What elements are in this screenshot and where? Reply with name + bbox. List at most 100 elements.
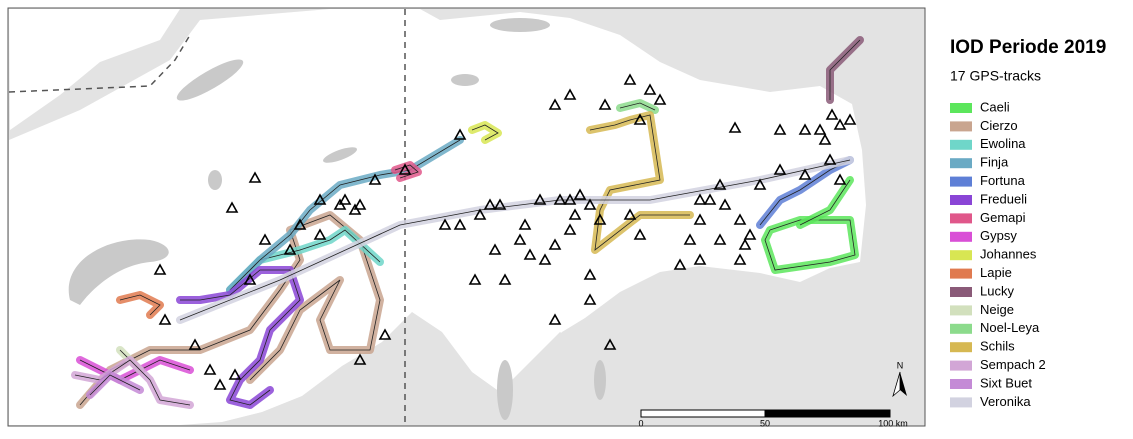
- scale-label: 100 km: [878, 418, 908, 428]
- legend-swatch: [950, 342, 972, 353]
- station: [313, 228, 327, 240]
- north-arrow: N: [892, 360, 907, 398]
- scale-label: 0: [638, 418, 643, 428]
- station: [548, 98, 562, 110]
- station: [203, 363, 217, 375]
- station: [293, 218, 307, 230]
- station: [483, 198, 497, 210]
- station: [753, 178, 767, 190]
- stations: [153, 73, 857, 390]
- station: [703, 193, 717, 205]
- legend-swatch: [950, 305, 972, 316]
- legend-label: Gypsy: [980, 228, 1017, 243]
- scale-bar: 0 50 100 km: [638, 409, 908, 428]
- station: [713, 233, 727, 245]
- north-label: N: [897, 360, 904, 370]
- legend-swatch: [950, 323, 972, 334]
- station: [583, 293, 597, 305]
- station: [153, 263, 167, 275]
- legend-swatch: [950, 158, 972, 169]
- station: [598, 98, 612, 110]
- arrow: [892, 371, 901, 398]
- legend: Caeli Cierzo Ewolina Finja Fortuna Fredueli Ge…: [950, 99, 1046, 409]
- station: [693, 253, 707, 265]
- legend-swatch: [950, 121, 972, 132]
- station: [523, 248, 537, 260]
- legend-label: Veronika: [980, 394, 1031, 409]
- station: [743, 228, 757, 240]
- station: [583, 198, 597, 210]
- lake: [497, 360, 513, 420]
- station: [378, 328, 392, 340]
- track-line: [471, 124, 499, 141]
- station: [498, 273, 512, 285]
- track-line: [74, 359, 191, 406]
- station: [243, 273, 257, 285]
- station: [553, 193, 567, 205]
- station: [248, 171, 262, 183]
- station: [538, 253, 552, 265]
- station: [673, 258, 687, 270]
- legend-label: Lucky: [980, 283, 1014, 298]
- legend-swatch: [950, 360, 972, 371]
- station: [473, 208, 487, 220]
- lake: [490, 18, 550, 32]
- station: [813, 123, 827, 135]
- track-line: [799, 179, 851, 226]
- station: [493, 198, 507, 210]
- legend-label: Sempach 2: [980, 357, 1046, 372]
- station: [773, 163, 787, 175]
- station: [833, 173, 847, 185]
- station: [583, 268, 597, 280]
- station: [653, 93, 667, 105]
- station: [188, 338, 202, 350]
- legend-label: Fredueli: [980, 191, 1027, 206]
- legend-label: Schils: [980, 339, 1015, 354]
- station: [225, 201, 239, 213]
- legend-label: Fortuna: [980, 173, 1026, 188]
- track-line: [619, 102, 656, 111]
- station: [728, 121, 742, 133]
- track-line: [180, 269, 301, 406]
- station: [228, 368, 242, 380]
- scale-label: 50: [760, 418, 770, 428]
- station: [158, 313, 172, 325]
- station: [773, 123, 787, 135]
- subtitle: 17 GPS-tracks: [950, 68, 1041, 84]
- station: [693, 213, 707, 225]
- station: [623, 73, 637, 85]
- legend-label: Finja: [980, 155, 1009, 170]
- station: [713, 178, 727, 190]
- track-line: [179, 159, 851, 321]
- station: [738, 238, 752, 250]
- border-line: [8, 34, 191, 93]
- station: [488, 243, 502, 255]
- track-line: [119, 294, 161, 316]
- station: [338, 193, 352, 205]
- station: [563, 193, 577, 205]
- map: 0 50 100 km N: [7, 7, 926, 428]
- scale-segment: [640, 409, 766, 418]
- legend-swatch: [950, 195, 972, 205]
- station: [693, 193, 707, 205]
- foreign-area: [500, 250, 924, 425]
- legend-swatch: [950, 231, 972, 242]
- legend-swatch: [950, 379, 972, 389]
- track-line: [589, 114, 690, 251]
- legend-label: Ewolina: [980, 136, 1026, 151]
- station: [398, 163, 412, 175]
- legend-swatch: [950, 268, 972, 279]
- station: [593, 213, 607, 225]
- station: [518, 218, 532, 230]
- station: [683, 233, 697, 245]
- station: [548, 313, 562, 325]
- station: [843, 113, 857, 125]
- station: [718, 198, 732, 210]
- legend-swatch: [950, 213, 972, 224]
- arrow: [900, 372, 907, 396]
- station: [603, 338, 617, 350]
- station: [468, 273, 482, 285]
- lake: [322, 147, 358, 163]
- lake: [176, 59, 244, 101]
